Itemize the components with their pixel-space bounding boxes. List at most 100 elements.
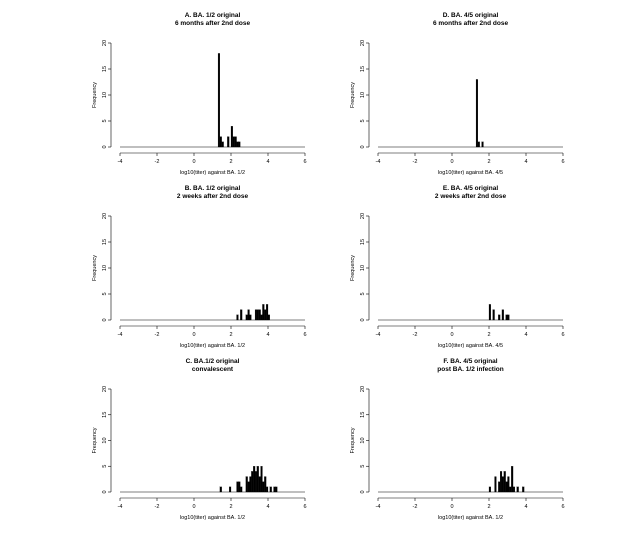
histogram-panel-c: C. BA.1/2 originalconvalescent05101520Fr… <box>92 358 307 521</box>
x-tick-label: -2 <box>155 504 160 510</box>
histogram-bar <box>236 141 239 148</box>
panel-subtitle: 6 months after 2nd dose <box>175 20 251 27</box>
histogram-bar <box>240 486 243 493</box>
histogram-bar <box>229 486 232 493</box>
x-tick-label: -4 <box>376 504 381 510</box>
histogram-bar <box>516 486 519 493</box>
y-tick-label: 0 <box>102 490 108 493</box>
y-axis-label: Frequency <box>92 427 98 453</box>
y-tick-label: 15 <box>360 239 366 245</box>
x-tick-label: 0 <box>192 159 195 165</box>
panel-title: B. BA. 1/2 original <box>185 185 241 192</box>
x-tick-label: 0 <box>450 332 453 338</box>
histogram-bar <box>488 486 491 493</box>
x-tick-label: 4 <box>266 504 269 510</box>
x-tick-label: 4 <box>266 159 269 165</box>
y-tick-label: 0 <box>102 145 108 148</box>
histogram-bar <box>501 476 504 493</box>
histogram-bar <box>247 481 250 493</box>
y-tick-label: 20 <box>102 213 108 219</box>
x-tick-label: -4 <box>118 159 123 165</box>
histogram-bar <box>475 79 478 148</box>
x-tick-label: 2 <box>487 332 490 338</box>
x-tick-label: 0 <box>450 159 453 165</box>
y-tick-label: 10 <box>102 92 108 98</box>
histogram-bar <box>256 309 259 321</box>
y-tick-label: 5 <box>360 292 366 295</box>
histogram-bar <box>494 476 497 493</box>
y-tick-label: 15 <box>102 66 108 72</box>
histogram-bar <box>254 471 258 493</box>
x-tick-label: 2 <box>229 332 232 338</box>
x-tick-label: -4 <box>376 332 381 338</box>
histogram-bar <box>505 314 508 321</box>
histogram-bar <box>512 486 515 493</box>
histogram-bar <box>273 486 276 493</box>
histogram-bar <box>258 309 261 321</box>
histogram-bar <box>254 309 258 321</box>
histogram-bar <box>492 309 495 321</box>
histogram-bar <box>256 466 259 493</box>
x-tick-label: -2 <box>413 159 418 165</box>
y-tick-label: 20 <box>102 386 108 392</box>
y-tick-label: 5 <box>360 465 366 468</box>
histogram-bar <box>260 314 263 321</box>
y-tick-label: 20 <box>360 40 366 46</box>
histogram-bar <box>219 486 222 493</box>
histogram-bar <box>511 466 514 493</box>
x-tick-label: 6 <box>561 504 564 510</box>
x-tick-label: 4 <box>524 159 527 165</box>
histogram-bar <box>245 314 248 321</box>
x-tick-label: -2 <box>155 332 160 338</box>
histogram-bar <box>498 314 501 321</box>
histogram-bar <box>500 471 503 493</box>
histogram-bar <box>507 476 510 493</box>
histogram-bar <box>236 481 239 493</box>
x-tick-label: 6 <box>303 159 306 165</box>
histogram-bar <box>498 481 501 493</box>
histogram-bar <box>236 314 239 321</box>
histogram-bar <box>266 304 269 321</box>
histogram-bar <box>477 141 480 148</box>
histogram-bar <box>238 481 241 493</box>
x-tick-label: 2 <box>229 504 232 510</box>
y-tick-label: 5 <box>102 119 108 122</box>
histogram-bar <box>258 476 261 493</box>
histogram-bar <box>249 314 252 321</box>
panel-subtitle: 6 months after 2nd dose <box>433 20 509 27</box>
histogram-bar <box>230 126 233 148</box>
histogram-bar <box>234 136 237 148</box>
histogram-bar <box>505 481 508 493</box>
y-tick-label: 0 <box>360 318 366 321</box>
histogram-bar <box>249 476 252 493</box>
x-tick-label: 4 <box>524 504 527 510</box>
histogram-bar <box>507 314 510 321</box>
x-tick-label: 2 <box>487 504 490 510</box>
histogram-bar <box>522 486 525 493</box>
histogram-bar <box>221 141 224 148</box>
histogram-bar <box>253 466 256 493</box>
x-tick-label: -2 <box>413 332 418 338</box>
x-axis-label: log10(titer) against BA. 1/2 <box>180 343 245 349</box>
y-tick-label: 10 <box>102 437 108 443</box>
histogram-bar <box>238 141 241 148</box>
panel-title: C. BA.1/2 original <box>186 358 240 365</box>
histogram-bar <box>240 309 243 321</box>
y-axis-label: Frequency <box>92 255 98 281</box>
histogram-bar <box>275 486 278 493</box>
histogram-bar <box>503 471 506 493</box>
histogram-bar <box>260 466 263 493</box>
x-axis-label: log10(titer) against BA. 1/2 <box>180 515 245 521</box>
panel-title: F. BA. 4/5 original <box>443 358 497 365</box>
x-tick-label: 6 <box>561 332 564 338</box>
panel-subtitle: 2 weeks after 2nd dose <box>435 193 507 200</box>
histogram-bar <box>262 481 265 493</box>
histogram-bar <box>251 471 254 493</box>
y-tick-label: 15 <box>102 239 108 245</box>
x-tick-label: 0 <box>192 332 195 338</box>
x-axis-label: log10(titer) against BA. 1/2 <box>438 515 503 521</box>
histogram-bar <box>232 136 235 148</box>
